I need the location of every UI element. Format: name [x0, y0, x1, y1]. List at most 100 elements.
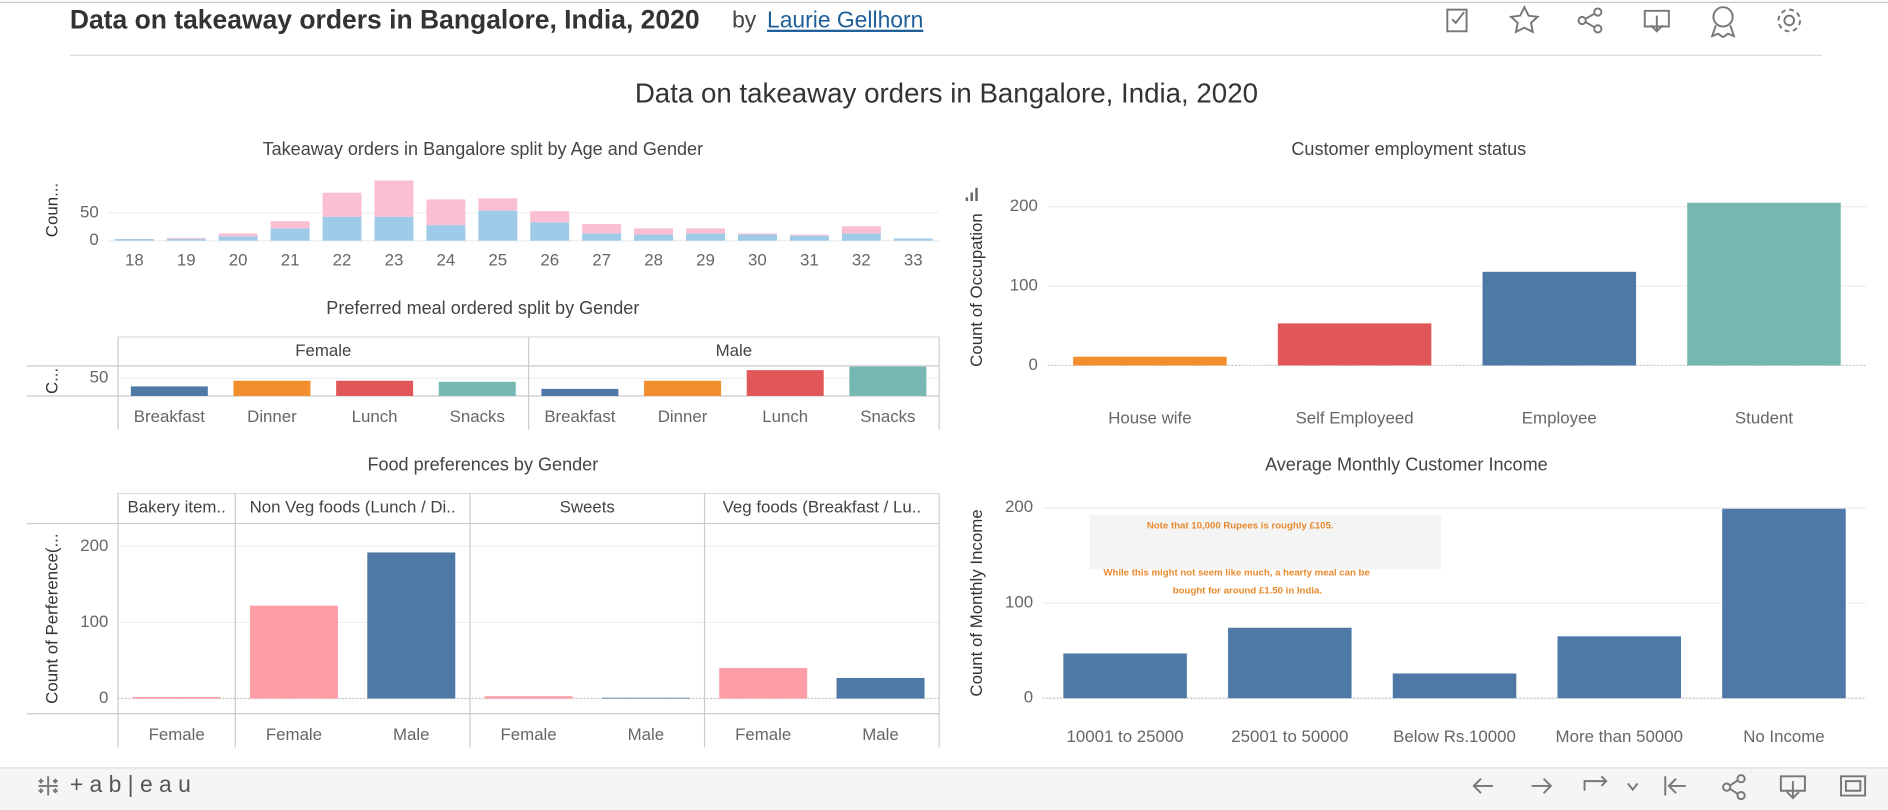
toolbar-share-icon[interactable] — [1722, 774, 1746, 801]
bar-segment — [582, 223, 622, 234]
panel-header: Non Veg foods (Lunch / Di.. — [250, 497, 456, 516]
dashboard-title: Data on takeaway orders in Bangalore, In… — [635, 77, 1258, 108]
viz-title: Data on takeaway orders in Bangalore, In… — [70, 5, 700, 35]
bar — [644, 380, 722, 396]
bar-segment — [789, 234, 829, 236]
bar-segment — [634, 228, 674, 235]
bar-segment — [166, 237, 206, 240]
y-tick-label: 100 — [1005, 592, 1033, 611]
bar — [1482, 271, 1637, 366]
panel-header: Veg foods (Breakfast / Lu.. — [723, 497, 922, 516]
toolbar-icons — [1472, 774, 1867, 801]
x-tick-label: Male — [628, 725, 665, 744]
x-tick-label: 29 — [696, 251, 715, 270]
bar-segment — [634, 234, 674, 241]
y-tick-label: 0 — [99, 688, 108, 707]
revert-icon[interactable] — [1583, 775, 1639, 792]
bar-segment — [478, 198, 518, 211]
y-axis-label: Count of Monthly Income — [967, 509, 986, 696]
tableau-logo[interactable]: + a b | e a u — [38, 771, 191, 797]
y-tick-label: 200 — [80, 536, 108, 555]
undo-icon[interactable] — [1472, 778, 1494, 794]
settings-icon[interactable] — [1777, 8, 1802, 33]
metrics-icon[interactable] — [1710, 6, 1736, 39]
reset-icon[interactable] — [1664, 776, 1686, 796]
tableau-brand: + a b | e a u — [70, 771, 191, 797]
x-tick-label: 30 — [748, 251, 767, 270]
y-tick-label: 0 — [1024, 688, 1033, 707]
x-tick-label: Breakfast — [544, 407, 615, 426]
y-tick-label: 100 — [80, 612, 108, 631]
bar — [1073, 356, 1227, 366]
bar — [1277, 323, 1432, 366]
bar — [130, 386, 208, 396]
bar — [233, 380, 311, 396]
x-tick-label: Snacks — [450, 407, 505, 426]
download-icon[interactable] — [1643, 9, 1670, 33]
bar — [1722, 508, 1846, 699]
bar — [541, 388, 619, 396]
bar-segment — [374, 180, 414, 217]
author-link[interactable]: Laurie Gellhorn — [767, 7, 923, 33]
y-tick-label: 50 — [90, 368, 109, 387]
x-tick-label: 18 — [125, 251, 144, 270]
x-tick-label: 33 — [904, 251, 923, 270]
chart-title: Customer employment status — [1291, 139, 1526, 159]
x-tick-label: More than 50000 — [1556, 727, 1683, 746]
x-tick-label: 32 — [852, 251, 871, 270]
bar-segment — [686, 233, 725, 241]
bar-segment — [789, 235, 829, 241]
favorite-icon[interactable] — [1508, 5, 1540, 34]
toolbar — [0, 767, 1888, 810]
chart-title: Preferred meal ordered split by Gender — [326, 298, 639, 318]
y-tick-label: 100 — [1010, 276, 1038, 295]
annotation-text: bought for around £1.50 in India. — [1173, 585, 1323, 596]
x-tick-label: No Income — [1743, 727, 1824, 746]
bar — [849, 366, 927, 396]
x-tick-label: 28 — [644, 251, 663, 270]
x-tick-label: Female — [735, 725, 791, 744]
fullscreen-icon[interactable] — [1840, 775, 1867, 797]
x-tick-label: Employee — [1522, 408, 1597, 427]
x-tick-label: 25001 to 50000 — [1231, 727, 1348, 746]
y-tick-label: 200 — [1005, 497, 1033, 516]
occupation-icon — [965, 187, 978, 201]
x-tick-label: Breakfast — [134, 407, 205, 426]
bar — [1228, 627, 1352, 699]
annotation-text: Note that 10,000 Rupees is roughly £105. — [1147, 521, 1334, 532]
bar-segment — [686, 228, 725, 234]
bar-segment — [218, 236, 258, 241]
edit-icon[interactable] — [1446, 8, 1468, 33]
x-tick-label: Male — [862, 725, 899, 744]
x-tick-label: 19 — [177, 251, 196, 270]
bar — [1063, 653, 1187, 699]
bar-segment — [218, 233, 258, 237]
bar-segment — [374, 216, 414, 241]
x-tick-label: Below Rs.10000 — [1393, 727, 1516, 746]
bar-segment — [478, 210, 518, 241]
bar-segment — [737, 233, 777, 235]
redo-icon[interactable] — [1531, 778, 1553, 794]
bar-segment — [426, 225, 466, 241]
bar — [601, 697, 690, 699]
share-icon[interactable] — [1577, 7, 1603, 34]
bar-segment — [737, 234, 777, 241]
bar — [746, 370, 824, 396]
y-axis-label: C... — [42, 368, 61, 394]
panel-header: Male — [716, 341, 753, 360]
bar-segment — [530, 222, 570, 241]
chart-title: Food preferences by Gender — [367, 455, 598, 475]
toolbar-download-icon[interactable] — [1779, 775, 1806, 800]
y-tick-label: 50 — [80, 202, 99, 221]
x-tick-label: Lunch — [352, 407, 398, 426]
x-tick-label: Dinner — [658, 407, 708, 426]
x-tick-label: Self Employeed — [1296, 408, 1414, 427]
bar — [336, 380, 414, 396]
bar-segment — [322, 192, 362, 217]
bar — [1557, 636, 1682, 699]
x-tick-label: House wife — [1108, 408, 1191, 427]
bar — [438, 381, 516, 396]
y-tick-label: 0 — [1029, 355, 1038, 374]
annotation-text: While this might not seem like much, a h… — [1103, 567, 1370, 578]
